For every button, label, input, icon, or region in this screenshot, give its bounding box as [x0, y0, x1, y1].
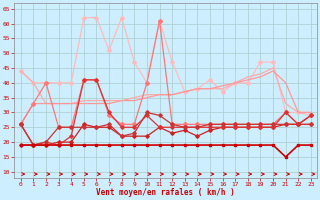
X-axis label: Vent moyen/en rafales ( km/h ): Vent moyen/en rafales ( km/h )	[96, 188, 235, 197]
